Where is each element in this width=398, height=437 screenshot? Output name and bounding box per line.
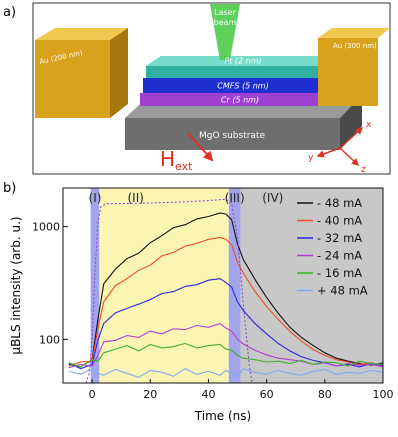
axis-arrow (316, 147, 341, 158)
pt-top (146, 56, 356, 66)
y-tick-label: 1000 (32, 221, 60, 234)
substrate-front (125, 118, 340, 150)
cmfs-layer (143, 78, 338, 93)
current-subscript: DC (44, 18, 57, 28)
substrate-side (340, 95, 362, 150)
series-line (68, 322, 383, 369)
x-tick-label: 100 (373, 388, 394, 401)
laser-label: beam (214, 18, 237, 27)
pt-layer (146, 66, 341, 78)
series-line (68, 236, 383, 367)
region (99, 188, 229, 383)
y-axis-label: μBLS intensity (arb. u.) (9, 216, 23, 354)
panel-b: (I) (II) (III) (IV) 0 20 40 60 80 100 100 1000 Time … (9, 187, 394, 423)
laser-label: Laser (214, 8, 236, 17)
current-label: IDC (330, 5, 346, 21)
x-axis-label: Time (ns) (194, 409, 251, 423)
x-tick-label: 40 (201, 388, 215, 401)
axis-label: y (308, 153, 314, 163)
series-line (68, 212, 383, 368)
axis-arrow (339, 126, 364, 149)
x-tick-label: 80 (318, 388, 332, 401)
electrode-right-top (318, 28, 390, 38)
panel-a: a) Laser beam Pt (2 nm) CMFS (5 nm) Cr (… (3, 2, 391, 175)
legend-label: - 40 mA (317, 214, 362, 228)
series-line (68, 367, 383, 379)
electrode-right (318, 38, 378, 106)
axis-arrow (339, 147, 360, 167)
legend-label: - 32 mA (317, 231, 362, 245)
substrate-label: MgO substrate (199, 131, 265, 141)
electrode-left-top (35, 28, 128, 40)
legend-label: - 16 mA (317, 266, 362, 280)
x-tick-label: 0 (89, 388, 96, 401)
cr-layer (140, 93, 335, 106)
legend-label: - 48 mA (317, 196, 362, 210)
legend-label: + 48 mA (317, 284, 368, 298)
electrode-label: Au (300 nm) (333, 42, 377, 50)
axis-label: x (366, 120, 372, 130)
current-label: IDC (40, 10, 57, 28)
field-label: Hext (160, 147, 193, 173)
field-subscript: ext (175, 160, 193, 173)
region (90, 188, 100, 383)
axis-label: z (361, 165, 366, 175)
field-symbol: H (160, 147, 175, 171)
electrode-left (35, 40, 110, 118)
y-tick-label: 100 (39, 333, 60, 346)
layer-label: Pt (2 nm) (224, 57, 261, 66)
electrode-left-side (110, 28, 128, 118)
current-symbol: I (330, 5, 334, 19)
panel-label: a) (3, 5, 16, 20)
series-line (68, 342, 383, 368)
region-label: (IV) (262, 191, 283, 205)
current-symbol: I (40, 10, 44, 26)
x-tick-label: 20 (143, 388, 157, 401)
plot-frame (62, 187, 384, 384)
region-label: (II) (128, 191, 144, 205)
x-tick-label: 60 (260, 388, 274, 401)
region-label: (I) (89, 191, 102, 205)
panel-label: b) (3, 181, 16, 196)
region-label: (III) (225, 191, 245, 205)
field-arrow (187, 132, 214, 162)
layer-label: CMFS (5 nm) (217, 82, 268, 91)
laser-beam (210, 4, 240, 60)
legend-label: - 24 mA (317, 249, 362, 263)
pulse-envelope (85, 198, 253, 383)
region (228, 188, 241, 383)
current-subscript: DC (334, 12, 346, 21)
layer-label: Cr (5 nm) (221, 96, 259, 105)
